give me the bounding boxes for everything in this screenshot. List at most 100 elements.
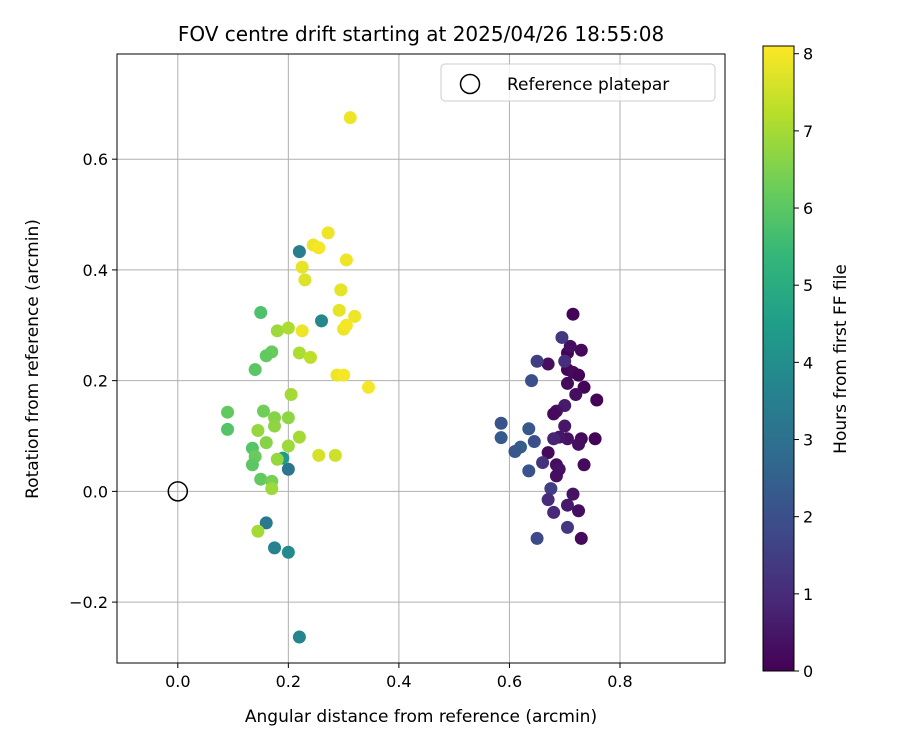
x-axis-title: Angular distance from reference (arcmin) [245, 707, 597, 727]
data-point [328, 448, 342, 462]
legend-entry-reference-platepar: Reference platepar [507, 75, 669, 95]
y-axis-title: Rotation from reference (arcmin) [23, 219, 43, 499]
data-point [298, 273, 312, 287]
y-tick-label: 0.4 [83, 261, 108, 280]
data-point [560, 520, 574, 534]
data-point [268, 419, 282, 433]
data-point [588, 432, 602, 446]
data-point [560, 376, 574, 390]
data-point [292, 430, 306, 444]
plot-area [116, 53, 726, 664]
colorbar-tick-label: 6 [803, 199, 813, 218]
data-point [361, 380, 375, 394]
colorbar: 0 1 2 3 4 5 6 7 8 [762, 45, 813, 681]
data-point [569, 387, 583, 401]
data-point [541, 493, 555, 507]
data-point [281, 321, 295, 335]
x-tick-label: 0.8 [607, 672, 632, 691]
data-point [560, 498, 574, 512]
data-point [339, 318, 353, 332]
data-point [558, 419, 572, 433]
data-point [256, 404, 270, 418]
data-point [348, 309, 362, 323]
colorbar-label: Hours from first FF file [831, 264, 851, 454]
data-point [508, 445, 522, 459]
data-point [303, 350, 317, 364]
data-point [259, 349, 273, 363]
data-point [251, 423, 265, 437]
y-tick-label: −0.2 [69, 593, 108, 612]
data-point [566, 307, 580, 321]
colorbar-tick-label: 4 [803, 353, 813, 372]
data-point [281, 411, 295, 425]
data-point [251, 524, 265, 538]
legend-box [440, 63, 716, 102]
data-point [281, 545, 295, 559]
data-point [536, 456, 550, 470]
data-point [334, 283, 348, 297]
reference-platepar-marker [167, 481, 189, 502]
data-point [221, 422, 235, 436]
data-point [566, 487, 580, 501]
colorbar-scale [762, 45, 795, 672]
data-point [245, 458, 259, 472]
y-tick-label: 0.0 [83, 482, 108, 501]
data-point [343, 111, 357, 125]
data-point [270, 324, 284, 338]
data-point [547, 407, 561, 421]
colorbar-tick-label: 0 [803, 662, 813, 681]
x-axis: 0.0 0.2 0.4 0.6 0.8 [165, 663, 633, 691]
x-tick-label: 0.0 [165, 672, 190, 691]
data-points [221, 111, 604, 644]
data-point [572, 368, 586, 382]
y-tick-label: 0.2 [83, 372, 108, 391]
data-point [577, 458, 591, 472]
data-point [494, 416, 508, 430]
data-point [525, 374, 539, 388]
data-point [284, 387, 298, 401]
data-point [563, 339, 577, 353]
data-point [590, 393, 604, 407]
data-point [574, 531, 588, 545]
data-point [522, 464, 536, 478]
colorbar-tick-label: 7 [803, 122, 813, 141]
data-point [312, 448, 326, 462]
data-point [547, 432, 561, 446]
data-point [558, 354, 572, 368]
data-point [254, 306, 268, 320]
data-point [494, 431, 508, 445]
data-point [541, 357, 555, 371]
data-point [332, 303, 346, 317]
data-point [312, 241, 326, 255]
x-tick-label: 0.6 [497, 672, 522, 691]
colorbar-tick-label: 3 [803, 431, 813, 450]
data-point [292, 346, 306, 360]
data-point [292, 245, 306, 259]
colorbar-tick-label: 2 [803, 508, 813, 527]
data-point [321, 226, 335, 240]
legend-reference-marker-icon [459, 73, 481, 95]
x-tick-label: 0.2 [276, 672, 301, 691]
data-point [522, 422, 536, 436]
plot-frame [116, 53, 726, 664]
data-point [265, 482, 279, 496]
colorbar-tick-label: 1 [803, 585, 813, 604]
data-point [295, 260, 309, 274]
colorbar-tick-label: 8 [803, 45, 813, 64]
data-point [574, 343, 588, 357]
x-tick-label: 0.4 [386, 672, 411, 691]
data-point [295, 324, 309, 338]
data-point [337, 368, 351, 382]
y-axis: −0.2 0.0 0.2 0.4 0.6 [69, 150, 117, 612]
data-point [530, 354, 544, 368]
data-point [281, 439, 295, 453]
data-point [544, 482, 558, 496]
chart-title: FOV centre drift starting at 2025/04/26 … [178, 22, 664, 46]
data-point [547, 505, 561, 519]
data-point [549, 469, 563, 483]
data-point [530, 531, 544, 545]
legend: Reference platepar [440, 63, 716, 102]
data-point [572, 504, 586, 518]
